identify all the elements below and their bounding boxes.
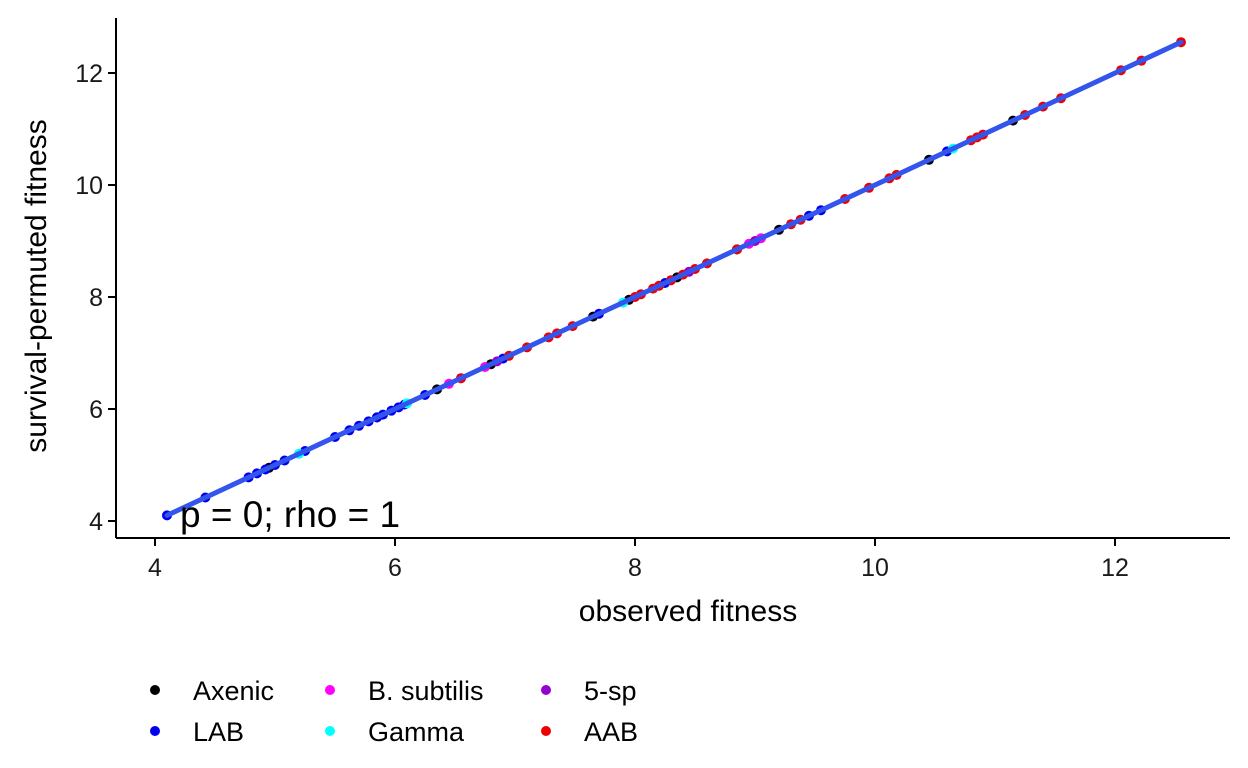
legend-label: LAB — [193, 717, 244, 747]
legend-label: Axenic — [193, 676, 274, 706]
x-tick-label: 6 — [388, 554, 402, 582]
legend-label: Gamma — [368, 717, 465, 747]
x-tick-label: 12 — [1101, 554, 1129, 582]
legend-label: 5-sp — [584, 676, 637, 706]
y-tick-label: 6 — [89, 396, 103, 424]
y-tick-label: 8 — [89, 284, 103, 312]
legend-label: B. subtilis — [368, 676, 484, 706]
legend-key — [541, 726, 551, 736]
x-tick-label: 10 — [861, 554, 889, 582]
legend-key — [150, 685, 160, 695]
y-tick-label: 10 — [75, 172, 103, 200]
y-axis-title: survival-permuted fitness — [20, 119, 53, 452]
legend-key — [325, 726, 335, 736]
legend-key — [150, 726, 160, 736]
legend-key — [541, 685, 551, 695]
legend-label: AAB — [584, 717, 638, 747]
x-axis-ticks: 4 6 8 10 12 — [148, 538, 1129, 582]
x-tick-label: 8 — [628, 554, 642, 582]
y-tick-label: 12 — [75, 60, 103, 88]
y-axis-ticks: 4 6 8 10 12 — [75, 60, 116, 536]
regression-line — [164, 39, 1184, 518]
x-axis-title: observed fitness — [579, 595, 797, 628]
legend: Axenic LAB B. subtilis Gamma 5-sp AAB — [150, 676, 638, 747]
x-tick-label: 4 — [148, 554, 162, 582]
legend-key — [325, 685, 335, 695]
y-tick-label: 4 — [89, 508, 103, 536]
correlation-annotation: p = 0; rho = 1 — [180, 494, 400, 535]
